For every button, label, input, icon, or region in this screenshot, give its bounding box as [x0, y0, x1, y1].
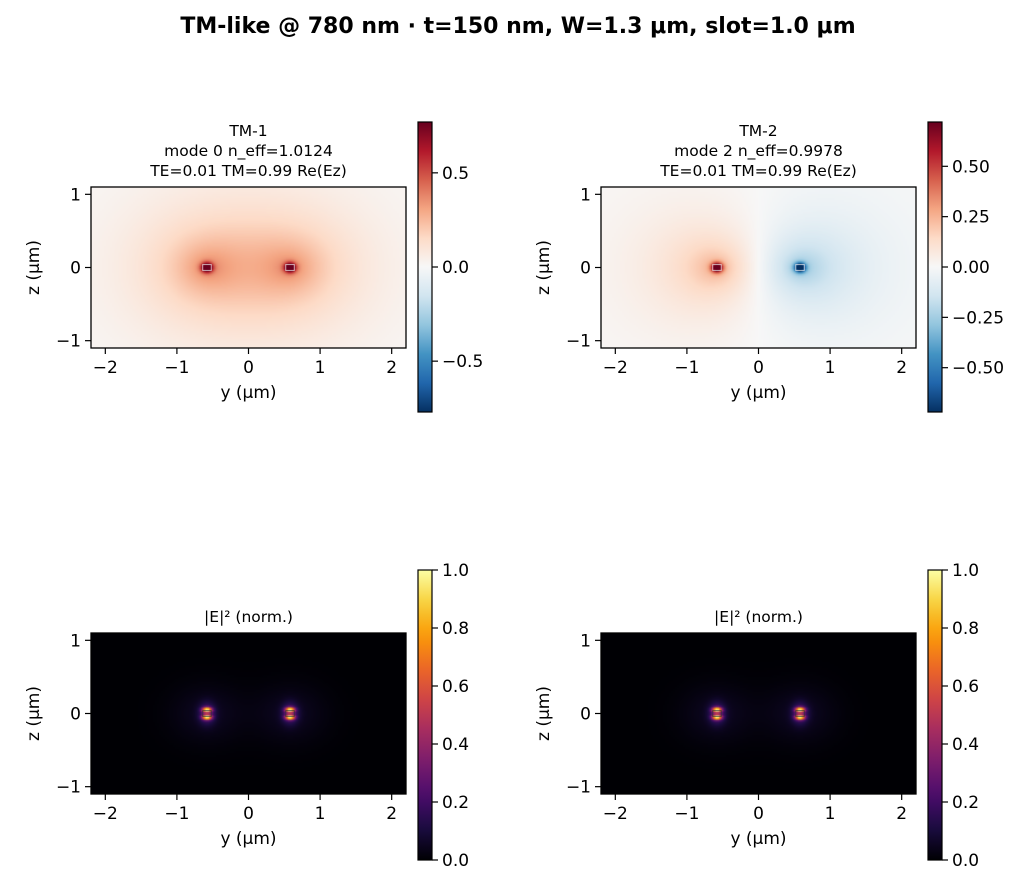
x-tick-label: 1: [825, 804, 836, 824]
subplot-title: TE=0.01 TM=0.99 Re(Ez): [659, 162, 857, 180]
colorbar: [927, 569, 943, 861]
colorbar: [417, 121, 433, 413]
colorbar-tick-label: 0.6: [442, 677, 469, 697]
heatmap-image: [91, 633, 406, 794]
y-tick-label: −1: [56, 778, 81, 798]
y-axis-label: z (μm): [534, 686, 554, 741]
x-axis-label: y (μm): [730, 829, 786, 849]
y-tick-label: 1: [70, 185, 81, 205]
x-tick-label: −1: [674, 358, 699, 378]
x-tick-label: −1: [164, 358, 189, 378]
figure-suptitle: TM-like @ 780 nm · t=150 nm, W=1.3 μm, s…: [180, 14, 855, 39]
colorbar-tick-label: 0.25: [952, 208, 990, 228]
colorbar-tick-label: 0.0: [442, 851, 469, 871]
colorbar: [927, 121, 943, 413]
y-tick-label: −1: [566, 332, 591, 352]
waveguide-core-outline: [712, 710, 722, 717]
colorbar-tick-label: 0.6: [952, 677, 979, 697]
colorbar-tick-label: 0.8: [442, 619, 469, 639]
colorbar: [417, 569, 433, 861]
y-tick-label: 0: [580, 705, 591, 725]
x-tick-label: 2: [896, 358, 907, 378]
colorbar-tick-label: 0.0: [952, 851, 979, 871]
x-tick-label: −2: [603, 804, 628, 824]
colorbar-tick-label: 0.50: [952, 157, 990, 177]
x-tick-label: 1: [315, 804, 326, 824]
y-tick-label: 1: [70, 631, 81, 651]
subplot-grid: −2 −1 0 1 2 −1 0 1 y (μm) z (μm) TM-1 mode 0 n_eff=…: [24, 121, 1004, 871]
x-tick-label: −2: [93, 804, 118, 824]
colorbar-tick-label: 0.2: [952, 793, 979, 813]
subplot-title: TE=0.01 TM=0.99 Re(Ez): [149, 162, 347, 180]
subplot-title: TM-1: [228, 122, 267, 140]
x-tick-label: 0: [753, 358, 764, 378]
subplot-title: mode 2 n_eff=0.9978: [674, 142, 843, 161]
colorbar-tick-label: −0.5: [442, 352, 483, 372]
colorbar-tick-label: 1.0: [442, 561, 469, 581]
colorbar-tick-label: 0.4: [952, 735, 979, 755]
x-tick-label: 0: [753, 804, 764, 824]
waveguide-core-outline: [795, 710, 805, 717]
x-axis-label: y (μm): [220, 383, 276, 403]
x-tick-label: 0: [243, 358, 254, 378]
waveguide-core-outline: [795, 264, 805, 271]
colorbar-tick-label: −0.50: [952, 359, 1004, 379]
colorbar-tick-label: 1.0: [952, 561, 979, 581]
waveguide-core-outline: [202, 264, 212, 271]
colorbar-tick-label: 0.4: [442, 735, 469, 755]
x-tick-label: 2: [896, 804, 907, 824]
x-axis-label: y (μm): [730, 383, 786, 403]
y-axis-label: z (μm): [534, 240, 554, 295]
x-tick-label: −1: [164, 804, 189, 824]
y-tick-label: −1: [56, 332, 81, 352]
subplot-title: TM-2: [738, 122, 777, 140]
x-tick-label: 2: [386, 804, 397, 824]
colorbar-tick-label: 0.8: [952, 619, 979, 639]
subplot-title: |E|² (norm.): [204, 608, 293, 626]
colorbar-tick-label: −0.25: [952, 308, 1004, 328]
x-tick-label: −1: [674, 804, 699, 824]
subplot-title: |E|² (norm.): [714, 608, 803, 626]
subplot-bottom-right: −2 −1 0 1 2 −1 0 1 y (μm) z (μm) |E|² (norm.) 0.0 0.…: [534, 561, 979, 871]
y-tick-label: −1: [566, 778, 591, 798]
y-tick-label: 1: [580, 185, 591, 205]
colorbar-tick-label: 0.00: [952, 258, 990, 278]
y-axis-label: z (μm): [24, 240, 44, 295]
y-tick-label: 0: [70, 705, 81, 725]
x-tick-label: 1: [825, 358, 836, 378]
y-tick-label: 0: [580, 259, 591, 279]
x-tick-label: 2: [386, 358, 397, 378]
x-tick-label: 1: [315, 358, 326, 378]
y-axis-label: z (μm): [24, 686, 44, 741]
colorbar-tick-label: 0.5: [442, 164, 469, 184]
y-tick-label: 1: [580, 631, 591, 651]
colorbar-tick-label: 0.0: [442, 258, 469, 278]
colorbar-tick-label: 0.2: [442, 793, 469, 813]
subplot-bottom-left: −2 −1 0 1 2 −1 0 1 y (μm) z (μm) |E|² (norm.) 0.0 0.…: [24, 561, 469, 871]
x-tick-label: −2: [93, 358, 118, 378]
waveguide-core-outline: [712, 264, 722, 271]
heatmap-image: [601, 187, 916, 348]
y-tick-label: 0: [70, 259, 81, 279]
heatmap-image: [91, 187, 406, 348]
waveguide-core-outline: [202, 710, 212, 717]
x-tick-label: −2: [603, 358, 628, 378]
heatmap-image: [601, 633, 916, 794]
waveguide-core-outline: [285, 710, 295, 717]
waveguide-core-outline: [285, 264, 295, 271]
subplot-title: mode 0 n_eff=1.0124: [164, 142, 333, 161]
x-tick-label: 0: [243, 804, 254, 824]
subplot-top-right: −2 −1 0 1 2 −1 0 1 y (μm) z (μm) TM-2 mode 2 n_eff=…: [534, 121, 1004, 413]
x-axis-label: y (μm): [220, 829, 276, 849]
subplot-top-left: −2 −1 0 1 2 −1 0 1 y (μm) z (μm) TM-1 mode 0 n_eff=…: [24, 121, 483, 413]
